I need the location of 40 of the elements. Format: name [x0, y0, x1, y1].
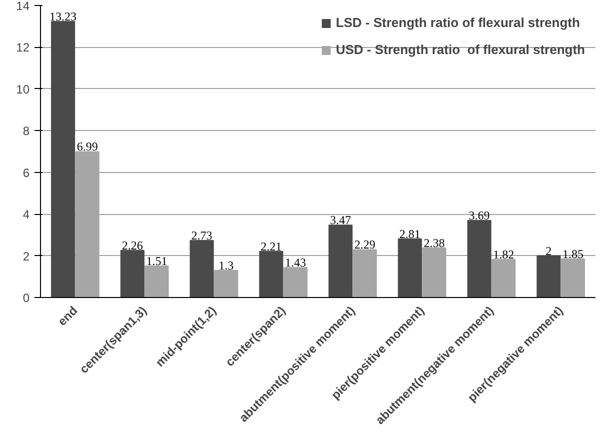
data-label: 2.38	[424, 236, 445, 250]
data-label: 1.3	[218, 258, 234, 272]
bar	[51, 21, 76, 298]
bar	[190, 240, 214, 298]
data-label: 1.82	[493, 248, 514, 262]
legend-label: USD - Strength ratio of flexural strength	[336, 42, 585, 57]
y-tick-label: 0	[22, 291, 30, 305]
data-label: 2.26	[122, 238, 143, 252]
y-tick-label: 4	[22, 208, 30, 222]
bar	[120, 250, 144, 298]
bar	[144, 266, 169, 298]
bar	[536, 255, 561, 298]
data-label: 2	[546, 244, 552, 258]
bar	[560, 258, 585, 298]
data-label: 2.73	[191, 228, 212, 243]
bar	[214, 270, 238, 298]
bar	[283, 267, 308, 298]
y-tick-label: 12	[16, 40, 30, 55]
bar	[328, 224, 353, 298]
data-label: 1.43	[284, 256, 306, 270]
y-tick-label: 10	[16, 82, 30, 96]
y-tick-label: 6	[22, 166, 30, 180]
legend-label: LSD - Strength ratio of flexural strength	[336, 15, 580, 30]
data-label: 3.47	[330, 213, 352, 228]
y-tick-label: 2	[22, 249, 30, 264]
bar	[467, 220, 492, 298]
data-label: 2.21	[260, 239, 282, 254]
bar	[259, 250, 284, 298]
bar	[398, 238, 422, 298]
data-label: 1.85	[562, 246, 584, 261]
data-label: 2.29	[354, 238, 376, 252]
data-label: 2.81	[399, 226, 420, 241]
data-label: 3.69	[468, 208, 490, 223]
data-label: 1.51	[146, 254, 168, 268]
data-label: 6.99	[76, 140, 98, 154]
y-tick-label: 8	[22, 124, 30, 138]
x-tick-label: end	[55, 304, 80, 329]
data-label: 13.23	[50, 10, 77, 24]
bar	[492, 259, 516, 298]
y-tick-label: 14	[16, 0, 30, 13]
